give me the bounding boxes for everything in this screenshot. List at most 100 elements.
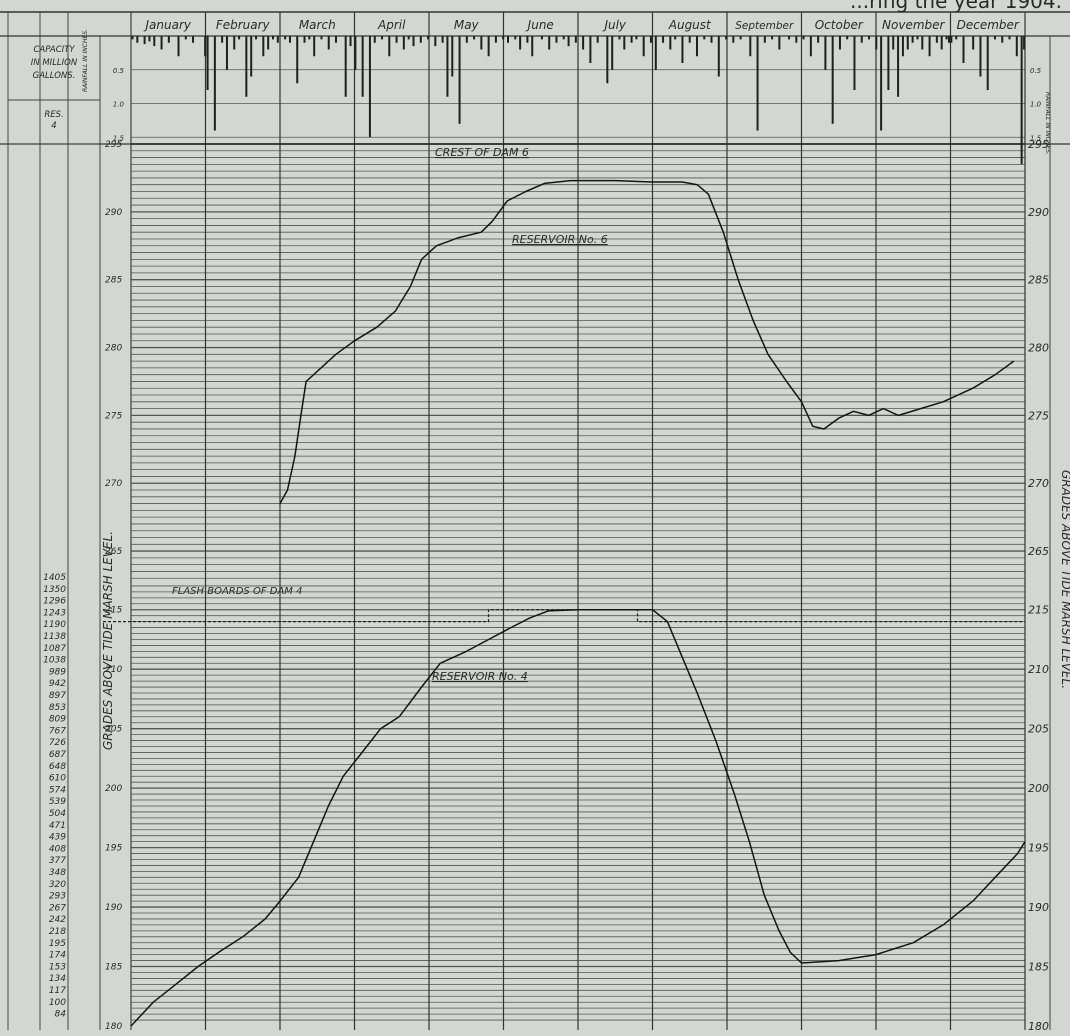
rainfall-bar xyxy=(407,36,410,40)
rainfall-bar xyxy=(308,36,311,40)
rainfall-bar xyxy=(962,36,965,63)
rainfall-bar xyxy=(824,36,827,70)
upper-tick-right: 270 xyxy=(1028,477,1049,490)
rainfall-bar xyxy=(451,36,454,77)
capacity-value: 504 xyxy=(49,809,66,819)
rainfall-bar xyxy=(131,36,134,40)
capacity-value: 134 xyxy=(49,974,66,984)
upper-tick-left: 280 xyxy=(105,344,122,354)
lower-tick-left: 190 xyxy=(105,903,122,913)
rainfall-bar xyxy=(373,36,376,43)
rainfall-bar xyxy=(972,36,975,50)
rainfall-bar xyxy=(695,36,698,57)
capacity-value: 242 xyxy=(49,915,66,925)
capacity-value: 293 xyxy=(49,892,66,902)
rainfall-bar xyxy=(778,36,781,50)
rainfall-bar xyxy=(606,36,609,84)
rainfall-bar xyxy=(548,36,551,50)
rainfall-bar xyxy=(567,36,570,47)
rainfall-bar xyxy=(434,36,437,47)
rainfall-bar xyxy=(654,36,657,70)
rain-tick-left: 1.5 xyxy=(113,134,125,142)
rainfall-bar xyxy=(494,36,497,43)
capacity-value: 84 xyxy=(55,1010,67,1020)
rainfall-bar xyxy=(349,36,352,47)
upper-tick-right: 280 xyxy=(1028,342,1049,355)
rainfall-bar xyxy=(1008,36,1011,40)
capacity-value: 1190 xyxy=(43,620,66,630)
rainfall-bar xyxy=(611,36,614,70)
rainfall-bar xyxy=(703,36,706,40)
month-label-february: February xyxy=(216,18,271,32)
lower-tick-right: 180 xyxy=(1028,1020,1049,1032)
rainfall-bar xyxy=(771,36,774,40)
capacity-value: 648 xyxy=(49,762,66,772)
rainfall-bar xyxy=(531,36,534,57)
capacity-value: 153 xyxy=(49,962,66,972)
capacity-value: 471 xyxy=(49,821,66,831)
month-label-june: June xyxy=(526,18,554,32)
rainfall-bar xyxy=(739,36,742,40)
rainfall-bar xyxy=(635,36,638,40)
capacity-value: 1350 xyxy=(43,585,66,595)
lower-tick-right: 205 xyxy=(1028,723,1049,736)
capacity-value: 117 xyxy=(49,986,66,996)
rainfall-bar xyxy=(136,36,139,43)
rainfall-bar xyxy=(681,36,684,63)
right-axis-label: GRADES ABOVE TIDE MARSH LEVEL. xyxy=(1059,470,1070,689)
left-axis-label: GRADES ABOVE TIDE MARSH LEVEL. xyxy=(101,531,115,750)
capacity-value: 726 xyxy=(49,738,66,748)
rainfall-bar xyxy=(749,36,752,57)
capacity-value: 1296 xyxy=(43,597,66,607)
rainfall-bar xyxy=(288,36,291,43)
capacity-value: 1138 xyxy=(43,632,66,642)
rainfall-bar xyxy=(710,36,713,43)
series-line-reservoir-6 xyxy=(279,179,1015,504)
rainfall-bar xyxy=(630,36,633,43)
annotation-reservoir4: RESERVOIR No. 4 xyxy=(432,670,528,683)
rainfall-bar xyxy=(853,36,856,90)
rainfall-bar xyxy=(809,36,812,57)
month-label-november: November xyxy=(882,18,945,32)
rainfall-bar xyxy=(788,36,791,40)
rain-tick-right: 0.5 xyxy=(1030,67,1042,75)
rainfall-bar xyxy=(441,36,444,43)
res-header-line: RES. xyxy=(44,110,63,120)
rainfall-bar xyxy=(756,36,759,131)
rainfall-bar xyxy=(272,36,275,40)
rainfall-bar xyxy=(458,36,461,124)
rainfall-bar xyxy=(427,36,430,40)
rainfall-bar xyxy=(831,36,834,124)
capacity-value: 942 xyxy=(49,679,66,689)
rainfall-bar xyxy=(935,36,938,43)
rainfall-bar xyxy=(911,36,914,43)
upper-tick-left: 275 xyxy=(105,411,122,421)
rainfall-bar xyxy=(916,36,919,40)
series-line-reservoir-4 xyxy=(130,608,1026,1027)
annotation-reservoir6: RESERVOIR No. 6 xyxy=(512,233,608,246)
capacity-value: 408 xyxy=(49,844,66,854)
rainfall-bar xyxy=(596,36,599,43)
rainfall-bar xyxy=(419,36,422,43)
rainfall-bar xyxy=(502,36,505,40)
rain-tick-left: 0.5 xyxy=(113,67,125,75)
capacity-value: 1038 xyxy=(43,656,66,666)
rainfall-bar xyxy=(589,36,592,63)
rainfall-bar xyxy=(993,36,996,40)
lower-tick-right: 210 xyxy=(1028,663,1049,676)
capacity-value: 100 xyxy=(49,998,66,1008)
capacity-value: 853 xyxy=(49,703,66,713)
capacity-header-line: CAPACITY xyxy=(33,45,75,55)
capacity-value: 267 xyxy=(49,903,66,913)
capacity-header-line: GALLONS. xyxy=(33,71,76,81)
rainfall-bar xyxy=(940,36,943,50)
rainfall-bar xyxy=(153,36,156,47)
lower-tick-left: 185 xyxy=(105,963,122,973)
rainfall-bar xyxy=(167,36,170,43)
rainfall-bar xyxy=(388,36,391,57)
rainfall-bar xyxy=(562,36,565,40)
capacity-value: 687 xyxy=(49,750,66,760)
